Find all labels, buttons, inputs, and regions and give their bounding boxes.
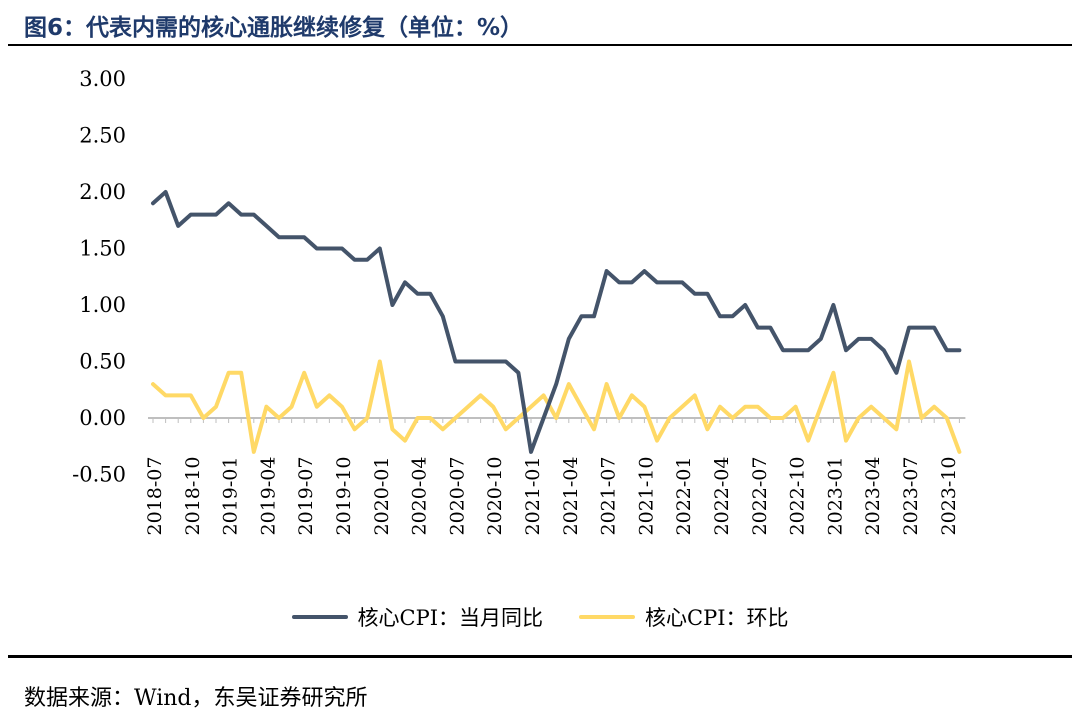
x-tick-label: 2021-01: [522, 457, 544, 536]
legend-swatch-yoy: [291, 615, 348, 619]
y-tick-label: 2.50: [79, 124, 126, 148]
x-tick-label: 2019-01: [220, 457, 242, 536]
y-tick-label: 0.00: [79, 406, 126, 430]
y-tick-label: 1.50: [79, 237, 126, 261]
x-tick-label: 2019-07: [295, 457, 317, 536]
legend-item-yoy: 核心CPI：当月同比: [291, 602, 544, 632]
top-rule: [8, 44, 1072, 46]
legend-item-mom: 核心CPI：环比: [579, 602, 789, 632]
x-tick-label: 2020-04: [409, 457, 431, 536]
x-tick-label: 2021-10: [635, 457, 657, 536]
x-tick-label: 2019-10: [333, 457, 355, 536]
x-tick-label: 2018-10: [182, 457, 204, 536]
x-tick-label: 2023-01: [824, 457, 846, 536]
x-tick-label: 2018-07: [144, 457, 166, 536]
x-tick-label: 2022-10: [787, 457, 809, 536]
x-tick-label: 2020-10: [484, 457, 506, 536]
y-tick-label: 2.00: [79, 180, 126, 204]
x-tick-label: 2023-04: [862, 457, 884, 536]
legend-label-yoy: 核心CPI：当月同比: [357, 606, 544, 630]
x-tick-label: 2021-04: [560, 457, 582, 536]
series-line-mom: [151, 359, 962, 454]
x-tick-label: 2022-07: [749, 457, 771, 536]
x-tick-label: 2020-01: [371, 457, 393, 536]
line-chart: -0.50 0.00 0.50 1.00 1.50 2.00 2.50 3.00 2018-07…: [72, 67, 966, 536]
legend-swatch-mom: [579, 615, 635, 619]
x-tick-label: 2022-01: [673, 457, 695, 536]
y-tick-label: 1.00: [79, 293, 126, 317]
y-tick-label: -0.50: [72, 463, 126, 487]
series-line-yoy: [151, 190, 962, 454]
x-tick-label: 2023-10: [938, 457, 960, 536]
x-tick-label: 2022-04: [711, 457, 733, 536]
x-tick-label: 2023-07: [900, 457, 922, 536]
chart-title: 图6：代表内需的核心通胀继续修复（单位：%）: [24, 15, 524, 41]
legend: 核心CPI：当月同比 核心CPI：环比: [0, 602, 1080, 632]
bottom-rule: [8, 655, 1072, 658]
x-tick-label: 2020-07: [446, 457, 468, 536]
x-tick-label: 2019-04: [257, 457, 279, 536]
y-tick-label: 3.00: [79, 67, 126, 91]
x-tick-label: 2021-07: [598, 457, 620, 536]
y-tick-label: 0.50: [79, 350, 126, 374]
source-note: 数据来源：Wind，东吴证券研究所: [24, 686, 368, 711]
legend-label-mom: 核心CPI：环比: [645, 606, 789, 630]
